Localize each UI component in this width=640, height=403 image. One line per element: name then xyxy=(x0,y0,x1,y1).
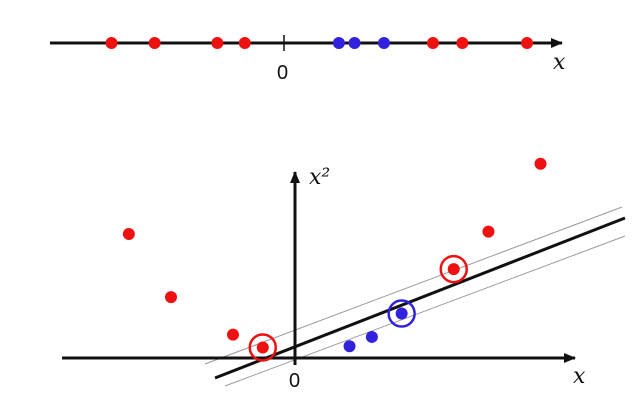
top-point-red-8 xyxy=(426,37,439,49)
bottom-point-red-8 xyxy=(447,263,460,276)
bottom-panel: 0 x x² xyxy=(62,157,626,392)
bottom-point-blue-5 xyxy=(343,340,356,353)
margin-line-lower xyxy=(224,235,626,387)
top-point-red-9 xyxy=(456,37,469,49)
top-point-red-10 xyxy=(521,37,534,49)
top-point-blue-5 xyxy=(332,37,345,49)
bottom-point-red-10 xyxy=(534,157,547,170)
bottom-point-blue-6 xyxy=(365,330,378,343)
support-vector-ring-7 xyxy=(387,299,416,328)
top-point-red-1 xyxy=(105,37,118,49)
bottom-point-red-2 xyxy=(165,291,177,304)
bottom-point-red-9 xyxy=(482,225,495,238)
top-panel: 0 x xyxy=(50,35,566,84)
bottom-point-red-3 xyxy=(227,328,239,341)
bottom-x-axis-label: x xyxy=(573,364,586,389)
bottom-points-group xyxy=(122,157,547,362)
top-point-red-2 xyxy=(148,37,161,49)
top-x-axis-label: x xyxy=(553,50,566,75)
support-vector-ring-4 xyxy=(248,333,278,362)
bottom-point-blue-7 xyxy=(395,307,408,320)
bottom-point-red-4 xyxy=(256,341,269,354)
top-point-red-3 xyxy=(211,37,224,49)
bottom-origin-label: 0 xyxy=(289,370,300,392)
top-point-red-4 xyxy=(238,37,251,49)
margin-line-upper xyxy=(204,206,623,365)
bottom-point-red-1 xyxy=(122,227,135,240)
top-point-blue-6 xyxy=(348,37,361,49)
top-point-blue-7 xyxy=(377,37,390,49)
bottom-y-axis-label: x² xyxy=(309,165,330,190)
support-vector-ring-8 xyxy=(439,254,468,284)
separating-line xyxy=(214,216,626,380)
top-origin-label: 0 xyxy=(277,62,288,84)
top-points-group xyxy=(105,37,534,49)
